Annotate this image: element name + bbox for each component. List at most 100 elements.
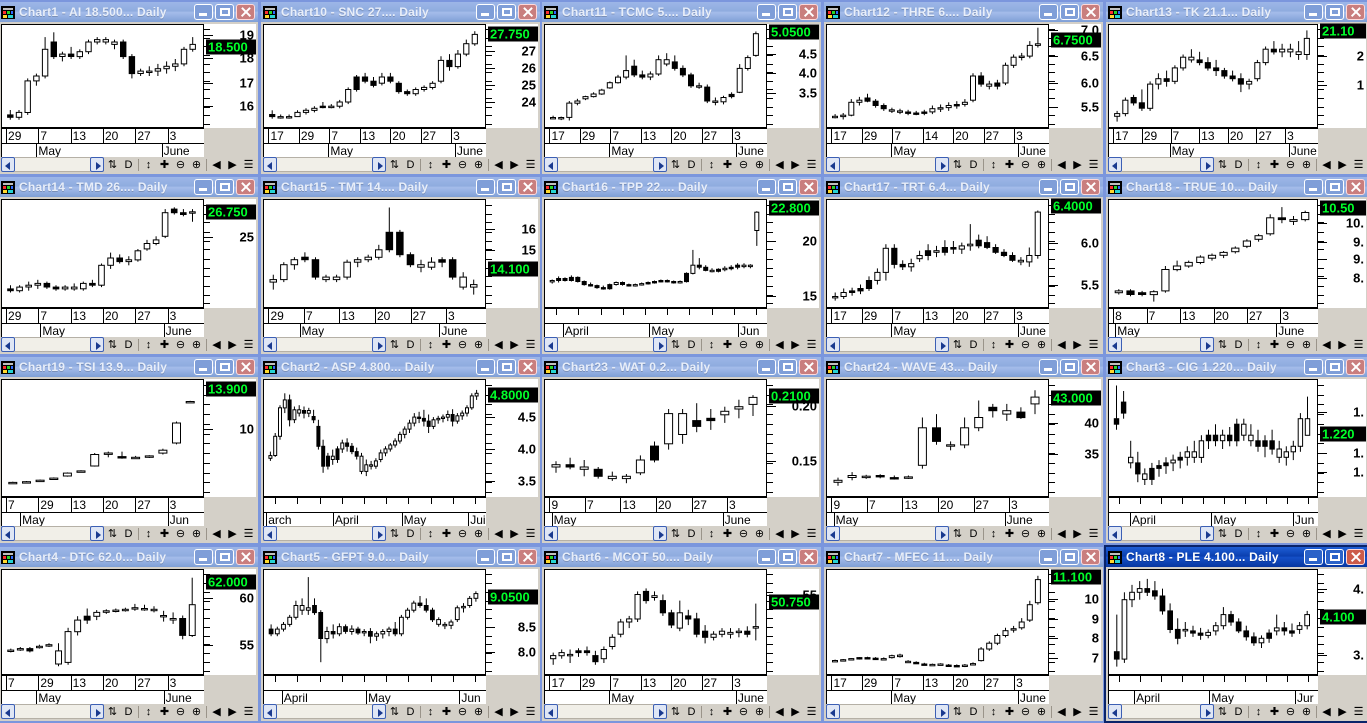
pan-button[interactable]: ✚ (159, 159, 170, 171)
price-axis[interactable]: 27 26 25 24 27.750 (486, 24, 538, 128)
scrollbar-track[interactable] (15, 704, 90, 719)
horizontal-scrollbar[interactable] (826, 337, 949, 352)
step-back-button[interactable]: ◀ (775, 528, 784, 540)
refresh-button[interactable]: ⇅ (107, 706, 118, 718)
maximize-button[interactable] (497, 179, 516, 195)
horizontal-scrollbar[interactable] (544, 704, 667, 719)
vertical-scale-button[interactable]: ↕ (145, 705, 152, 718)
triangle-left-icon[interactable] (1, 337, 15, 352)
step-forward-button[interactable]: ▶ (1338, 528, 1347, 540)
chart-window-chart19[interactable]: Chart19 - TSI 13.9... Daily 10 13.900 7 29 13… (0, 355, 260, 545)
price-axis[interactable]: 1. 1. 1. 1.220 (1318, 379, 1366, 497)
price-axis[interactable]: 10 13.900 (204, 379, 256, 497)
date-axis[interactable]: 9 7 13 20 27 3 May June (826, 497, 1049, 528)
refresh-button[interactable]: ⇅ (389, 159, 400, 171)
horizontal-scrollbar[interactable] (1, 526, 104, 541)
date-axis[interactable]: 8 7 13 20 27 3 May June (1108, 308, 1318, 339)
triangle-right-icon[interactable] (90, 157, 104, 172)
step-back-button[interactable]: ◀ (494, 528, 503, 540)
period-button[interactable]: D (969, 338, 978, 351)
minimize-button[interactable] (476, 179, 495, 195)
period-button[interactable]: D (969, 527, 978, 540)
list-button[interactable]: ☰ (806, 528, 817, 540)
date-axis[interactable]: April May Jun (544, 308, 767, 339)
close-button[interactable] (236, 4, 255, 20)
vertical-scale-button[interactable]: ↕ (708, 338, 715, 351)
chart-window-chart4[interactable]: Chart4 - DTC 62.0... Daily 60 55 62.000 7 29 1… (0, 545, 260, 723)
step-back-button[interactable]: ◀ (212, 706, 221, 718)
horizontal-scrollbar[interactable] (1108, 157, 1214, 172)
step-back-button[interactable]: ◀ (1057, 528, 1066, 540)
list-button[interactable]: ☰ (525, 706, 536, 718)
date-axis[interactable]: 17 29 7 13 20 27 3 May June (826, 675, 1049, 706)
pan-button[interactable]: ✚ (159, 706, 170, 718)
period-button[interactable]: D (687, 158, 696, 171)
zoom-in-button[interactable]: ⊕ (191, 159, 202, 171)
maximize-button[interactable] (778, 359, 797, 375)
price-axis[interactable]: 10. 9. 9. 8. 10.50 (1318, 199, 1366, 308)
period-button[interactable]: D (1234, 527, 1243, 540)
close-button[interactable] (236, 359, 255, 375)
close-button[interactable] (799, 359, 818, 375)
triangle-right-icon[interactable] (372, 526, 386, 541)
pan-button[interactable]: ✚ (1004, 339, 1015, 351)
scrollbar-track[interactable] (840, 157, 935, 172)
title-bar[interactable]: Chart8 - PLE 4.100... Daily (1106, 547, 1367, 567)
chart-window-chart3[interactable]: Chart3 - CIG 1.220... Daily 1. 1. 1. 1.220 Ap… (1104, 355, 1367, 545)
chart-window-chart15[interactable]: Chart15 - TMT 14.... Daily 16 15 14.100 29 7 1… (259, 175, 542, 356)
price-axis[interactable]: 25 26.750 (204, 199, 256, 308)
title-bar[interactable]: Chart18 - TRUE 10... Daily (1106, 177, 1367, 197)
list-button[interactable]: ☰ (525, 339, 536, 351)
title-bar[interactable]: Chart11 - TCMC 5.... Daily (542, 2, 821, 22)
horizontal-scrollbar[interactable] (1108, 704, 1214, 719)
step-back-button[interactable]: ◀ (212, 339, 221, 351)
close-button[interactable] (799, 549, 818, 565)
chart-window-chart24[interactable]: Chart24 - WAVE 43... Daily 40 35 43.000 9 7 13… (822, 355, 1105, 545)
scrollbar-track[interactable] (277, 337, 372, 352)
zoom-in-button[interactable]: ⊕ (191, 706, 202, 718)
price-axis[interactable]: 10 9 8 7 11.100 (1049, 569, 1101, 675)
zoom-out-button[interactable]: ⊖ (457, 706, 468, 718)
triangle-right-icon[interactable] (653, 526, 667, 541)
horizontal-scrollbar[interactable] (1, 704, 104, 719)
price-plot[interactable] (826, 569, 1049, 675)
zoom-in-button[interactable]: ⊕ (191, 339, 202, 351)
step-back-button[interactable]: ◀ (1322, 339, 1331, 351)
triangle-left-icon[interactable] (263, 157, 277, 172)
title-bar[interactable]: Chart4 - DTC 62.0... Daily (0, 547, 258, 567)
step-forward-button[interactable]: ▶ (510, 159, 519, 171)
vertical-scale-button[interactable]: ↕ (1255, 527, 1262, 540)
zoom-out-button[interactable]: ⊖ (457, 159, 468, 171)
vertical-scale-button[interactable]: ↕ (1255, 158, 1262, 171)
zoom-in-button[interactable]: ⊕ (473, 706, 484, 718)
list-button[interactable]: ☰ (806, 706, 817, 718)
close-button[interactable] (1346, 549, 1365, 565)
price-plot[interactable] (826, 379, 1049, 497)
zoom-out-button[interactable]: ⊖ (1285, 159, 1296, 171)
triangle-left-icon[interactable] (826, 526, 840, 541)
triangle-left-icon[interactable] (263, 337, 277, 352)
zoom-out-button[interactable]: ⊖ (175, 339, 186, 351)
price-plot[interactable] (1108, 379, 1318, 497)
title-bar[interactable]: Chart3 - CIG 1.220... Daily (1106, 357, 1367, 377)
close-button[interactable] (1081, 549, 1100, 565)
scrollbar-track[interactable] (277, 704, 372, 719)
list-button[interactable]: ☰ (243, 159, 254, 171)
minimize-button[interactable] (1039, 359, 1058, 375)
minimize-button[interactable] (476, 359, 495, 375)
refresh-button[interactable]: ⇅ (1217, 706, 1228, 718)
step-forward-button[interactable]: ▶ (1338, 339, 1347, 351)
refresh-button[interactable]: ⇅ (107, 528, 118, 540)
minimize-button[interactable] (1039, 549, 1058, 565)
chart-window-chart11[interactable]: Chart11 - TCMC 5.... Daily 4.5 4.0 3.5 5.050… (540, 0, 823, 176)
step-forward-button[interactable]: ▶ (510, 528, 519, 540)
close-button[interactable] (799, 4, 818, 20)
zoom-out-button[interactable]: ⊖ (1020, 528, 1031, 540)
price-axis[interactable]: 5550.750 (767, 569, 819, 675)
vertical-scale-button[interactable]: ↕ (427, 158, 434, 171)
zoom-in-button[interactable]: ⊕ (473, 159, 484, 171)
zoom-out-button[interactable]: ⊖ (1285, 339, 1296, 351)
chart-window-chart12[interactable]: Chart12 - THRE 6.... Daily 7.0 6.5 6.0 5.5 6.… (822, 0, 1105, 176)
maximize-button[interactable] (1325, 179, 1344, 195)
list-button[interactable]: ☰ (1088, 528, 1099, 540)
